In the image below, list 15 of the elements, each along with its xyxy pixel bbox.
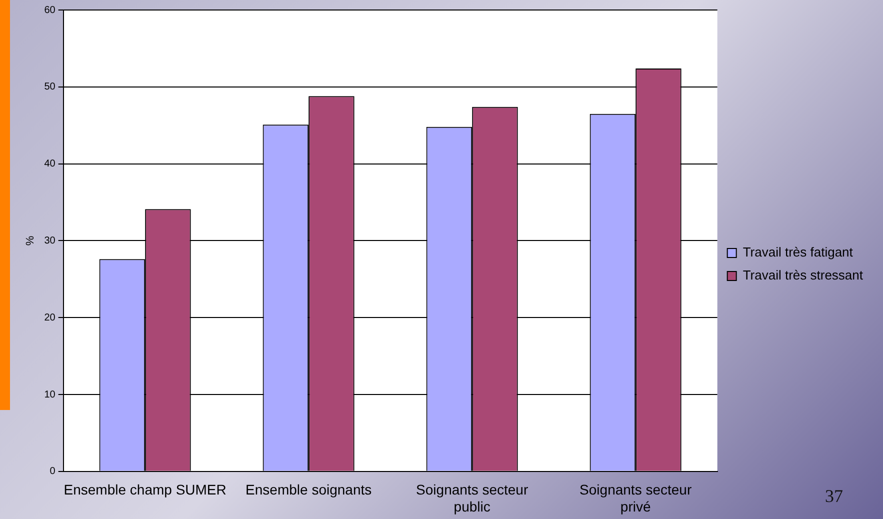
x-tick-label: Soignants secteur public: [416, 482, 528, 514]
x-tick-label: Ensemble champ SUMER: [64, 482, 226, 498]
y-tick-label: 20: [44, 312, 56, 324]
y-tick-label: 30: [44, 235, 56, 246]
y-tick-label: 10: [44, 389, 56, 400]
legend-label: Travail très fatigant: [742, 244, 854, 260]
x-tick-label: Soignants secteur privé: [580, 482, 692, 514]
y-axis-title: %: [24, 236, 37, 246]
x-tick-label: Ensemble soignants: [246, 482, 372, 498]
legend-label: Travail très stressant: [742, 268, 864, 283]
y-tick-label: 60: [44, 4, 56, 16]
y-tick-label: 40: [44, 158, 56, 170]
y-tick-label: 0: [50, 466, 56, 478]
text: 37: [825, 486, 843, 507]
y-tick-label: 50: [44, 82, 56, 93]
